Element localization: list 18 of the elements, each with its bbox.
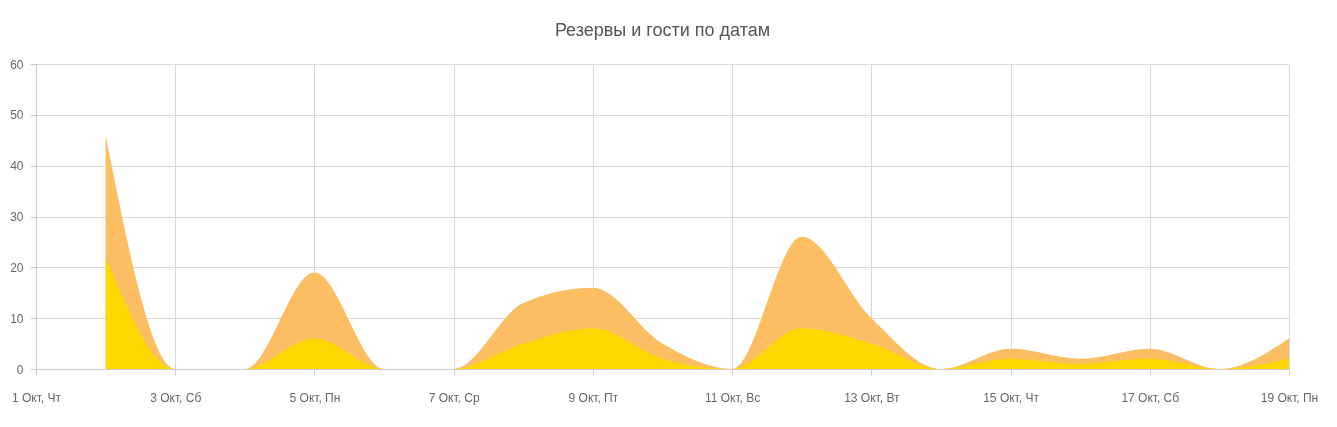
x-tick-label: 15 Окт, Чт <box>983 390 1040 405</box>
x-tick-label: 13 Окт, Вт <box>844 390 900 405</box>
y-tick-label: 20 <box>10 260 24 275</box>
y-tick-label: 10 <box>10 311 24 326</box>
y-tick-label: 30 <box>10 210 24 224</box>
chart-title: Резервы и гости по датам <box>554 20 771 40</box>
x-tick-label: 1 Окт, Чт <box>11 390 62 405</box>
x-tick-label: 7 Окт, Ср <box>428 390 480 405</box>
x-tick-label: 3 Окт, Сб <box>150 390 202 405</box>
y-tick-label: 0 <box>16 362 24 377</box>
y-tick-label: 40 <box>10 159 24 174</box>
x-tick-label: 19 Окт, Пн <box>1260 390 1319 405</box>
y-tick-label: 60 <box>10 57 24 72</box>
x-tick-label: 17 Окт, Сб <box>1121 390 1180 405</box>
x-tick-label: 11 Окт, Вс <box>704 390 761 405</box>
y-tick-label: 50 <box>10 108 24 123</box>
x-tick-label: 5 Окт, Пн <box>289 390 341 405</box>
x-tick-label: 9 Окт, Пт <box>568 390 619 405</box>
